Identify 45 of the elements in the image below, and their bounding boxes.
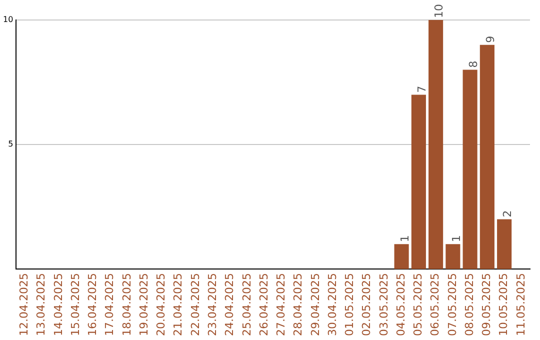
data-label: 7	[416, 86, 429, 93]
bar	[497, 219, 512, 270]
bar	[462, 70, 478, 270]
bar	[394, 244, 409, 270]
bar	[411, 94, 426, 270]
x-tick-label: 23.04.2025	[206, 273, 220, 336]
x-tick-label: 16.04.2025	[86, 273, 100, 336]
x-tick-label: 01.05.2025	[343, 273, 356, 336]
x-tick-label: 20.04.2025	[154, 273, 168, 336]
bar	[480, 44, 494, 270]
x-tick-label: 25.04.2025	[240, 273, 254, 336]
data-label: 1	[450, 235, 463, 242]
x-tick-label: 13.04.2025	[34, 273, 48, 336]
x-tick-label: 27.04.2025	[274, 273, 288, 336]
x-tick-label: 26.04.2025	[257, 273, 270, 336]
x-tick-label: 09.05.2025	[480, 273, 494, 336]
bar	[446, 244, 460, 270]
x-tick-label: 21.04.2025	[172, 273, 185, 336]
x-tick-label: 10.05.2025	[497, 273, 510, 336]
x-tick-label: 02.05.2025	[360, 273, 374, 336]
x-tick-label: 29.04.2025	[308, 273, 322, 336]
x-tick-label: 19.04.2025	[137, 273, 150, 336]
x-tick-label: 07.05.2025	[446, 273, 459, 336]
x-tick-label: 15.04.2025	[68, 273, 82, 336]
data-label: 2	[501, 210, 514, 218]
x-tick-label: 06.05.2025	[428, 273, 442, 336]
x-tick-label: 17.04.2025	[103, 273, 116, 336]
x-tick-label: 18.04.2025	[120, 273, 134, 336]
x-tick-label: 22.04.2025	[188, 273, 202, 336]
x-tick-label: 28.04.2025	[292, 273, 305, 336]
x-tick-label: 04.05.2025	[394, 273, 408, 336]
bar	[428, 20, 444, 270]
x-tick-label: 24.04.2025	[223, 273, 236, 336]
data-label: 1	[398, 235, 412, 242]
data-label: 9	[484, 36, 498, 43]
data-label: 8	[466, 60, 480, 68]
x-tick-label: 12.04.2025	[18, 273, 31, 336]
x-tick-label: 30.04.2025	[326, 273, 339, 336]
x-tick-label: 14.04.2025	[52, 273, 65, 336]
x-tick-label: 08.05.2025	[462, 273, 476, 336]
y-tick-label: 5	[8, 140, 14, 149]
x-tick-label: 03.05.2025	[377, 273, 390, 336]
x-tick-label: 11.05.2025	[514, 273, 528, 336]
x-tick-label: 05.05.2025	[412, 273, 425, 336]
data-label: 10	[432, 4, 446, 18]
